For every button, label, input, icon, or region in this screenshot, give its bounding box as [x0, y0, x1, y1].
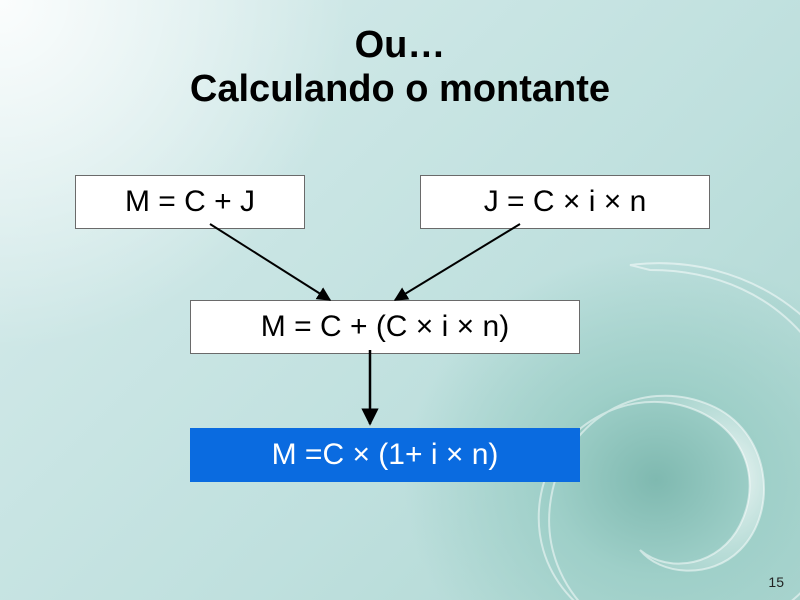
- formula-text: M = C + (C × i × n): [261, 310, 509, 344]
- formula-box-j-equals-c-i-n: J = C × i × n: [420, 175, 710, 229]
- title-line-1: Ou…: [355, 24, 446, 66]
- background-swirl: [420, 230, 800, 600]
- title-line-2: Calculando o montante: [190, 68, 610, 110]
- arrow-b-to-c: [395, 224, 520, 300]
- slide-title: Ou… Calculando o montante: [0, 24, 800, 111]
- formula-text: J = C × i × n: [484, 185, 647, 219]
- formula-box-m-equals-c-plus-j: M = C + J: [75, 175, 305, 229]
- formula-text: M =C × (1+ i × n): [272, 438, 499, 472]
- formula-text: M = C + J: [125, 185, 255, 219]
- page-number: 15: [768, 574, 784, 590]
- formula-box-expanded: M = C + (C × i × n): [190, 300, 580, 354]
- arrow-a-to-c: [210, 224, 330, 300]
- slide: Ou… Calculando o montante M = C + J J = …: [0, 0, 800, 600]
- formula-box-final: M =C × (1+ i × n): [190, 428, 580, 482]
